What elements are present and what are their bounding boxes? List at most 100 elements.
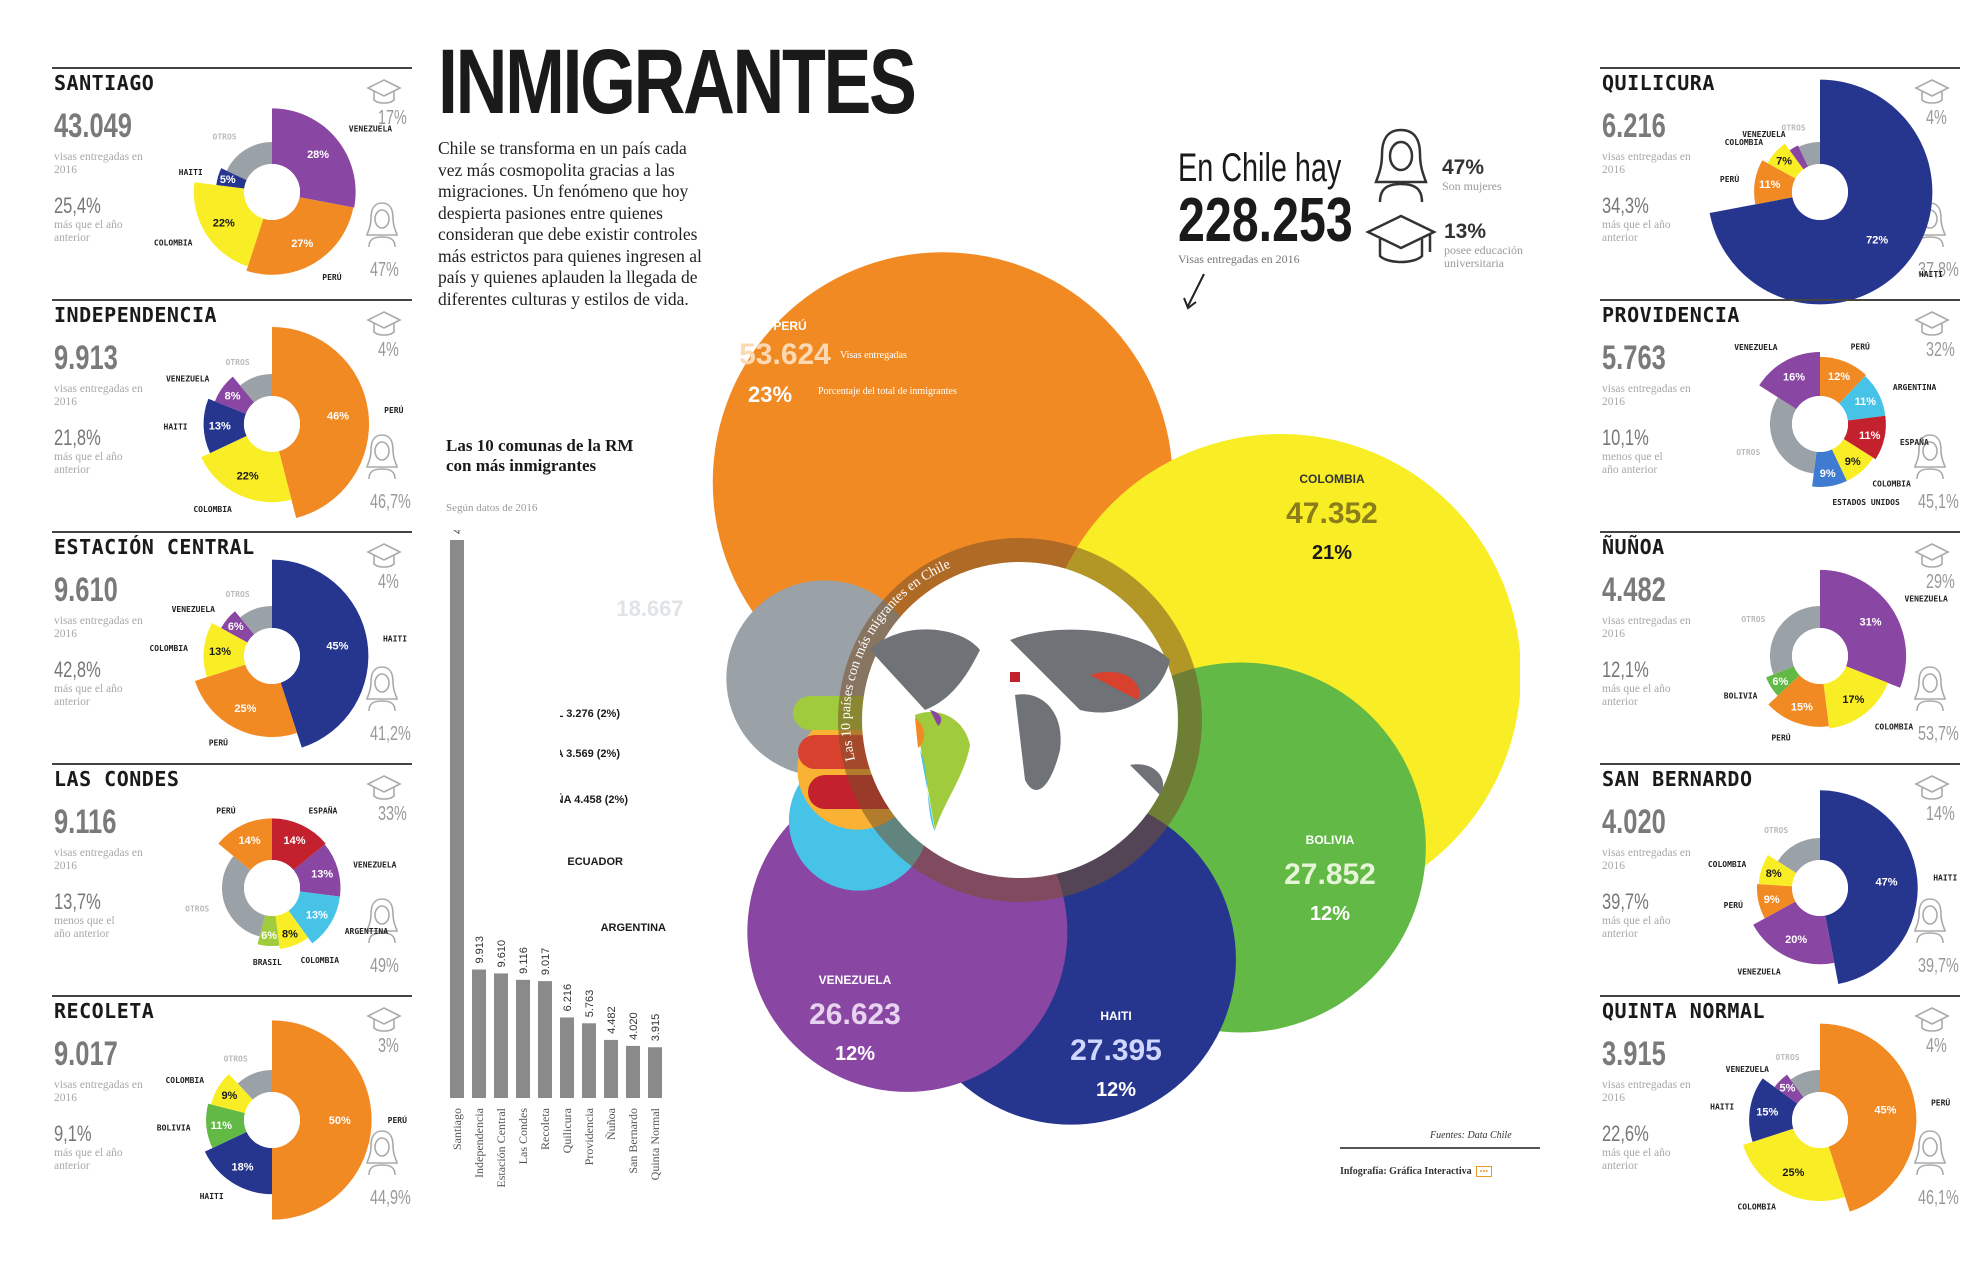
commune-change-label: más que el año anterior [54, 219, 123, 244]
commune-women-pct: 46,1% [1918, 1187, 1959, 1209]
commune-change: 12,1% [1602, 657, 1649, 682]
woman-icon [1913, 1130, 1947, 1176]
pie-slice-label: PERÚ [1771, 732, 1790, 743]
card-divider [52, 763, 412, 765]
commune-women-pct: 49% [370, 955, 399, 977]
pie-slice [272, 1020, 372, 1220]
pie-hole [244, 1092, 300, 1148]
commune-card: RECOLETA 9.017 visas entregadas en 2016 9,1… [52, 995, 412, 1220]
graduation-cap-icon [366, 543, 402, 568]
pie-slice-pct: 9% [1820, 468, 1836, 480]
pie-slice [1820, 1023, 1917, 1212]
commune-change-label: más que el año anterior [54, 683, 123, 708]
bar-category-9: Quinta Normal [648, 1107, 662, 1180]
graduation-cap-icon [1914, 1007, 1950, 1032]
bar-category-2: Estación Central [494, 1107, 508, 1187]
pie-slice-pct: 5% [220, 174, 236, 186]
peru-value: 53.624 [739, 338, 831, 371]
pie-slice-pct: 45% [1874, 1105, 1896, 1117]
pie-hole [244, 628, 300, 684]
pie-slice [293, 844, 341, 897]
commune-university-pct: 29% [1926, 571, 1955, 593]
commune-name: QUILICURA [1602, 71, 1715, 95]
pie-slice-pct: 45% [326, 641, 348, 653]
ecuador-pct: 3% [671, 856, 689, 870]
commune-change: 9,1% [54, 1121, 92, 1146]
pie-slice [288, 891, 340, 944]
pie-slice-label: OTROS [1782, 124, 1806, 133]
pie-slice-pct: 72% [1866, 234, 1888, 246]
china-label: CHINA 3.569 (2%) [560, 748, 620, 760]
card-divider [1600, 67, 1960, 69]
pie-slice-label: OTROS [224, 1055, 248, 1064]
pie-slice [1749, 1078, 1798, 1142]
pie-slice-label: BRASIL [253, 958, 282, 967]
pie-slice-label: VENEZUELA [172, 605, 216, 614]
pie-slice [1831, 439, 1874, 482]
commune-name: ÑUÑOA [1602, 535, 1665, 559]
bar-category-1: Independencia [472, 1107, 486, 1178]
pie-slice [1766, 666, 1800, 696]
commune-university-pct: 4% [1926, 107, 1947, 129]
pie-slice-label: OTROS [185, 904, 209, 913]
university-pct: 13% [1444, 220, 1487, 243]
pie-slice-label: VENEZUELA [349, 124, 393, 133]
bolivia-value: 27.852 [1284, 858, 1376, 891]
commune-university-pct: 14% [1926, 803, 1955, 825]
commune-card: SANTIAGO 43.049 visas entregadas en 2016 25… [52, 67, 412, 292]
commune-change-label: más que el año anterior [54, 1147, 123, 1172]
commune-change: 22,6% [1602, 1121, 1649, 1146]
commune-name: SAN BERNARDO [1602, 767, 1753, 791]
pie-slice-pct: 6% [228, 621, 244, 633]
credit-text: Infografía: Gráfica Interactiva ••• [1340, 1166, 1493, 1177]
card-divider [1600, 299, 1960, 301]
pie-slice-label: COLOMBIA [149, 644, 188, 653]
peru-pct: 23% [748, 382, 792, 407]
pie-slice-label: BOLIVIA [1724, 692, 1758, 701]
commune-visas-label: visas entregadas en 2016 [1602, 847, 1691, 872]
total-box: En Chile hay 228.253 Visas entregadas en… [1178, 146, 1405, 267]
commune-visas: 9.017 [54, 1035, 118, 1073]
bar-8 [626, 1045, 640, 1098]
commune-change: 39,7% [1602, 889, 1649, 914]
commune-university-pct: 4% [1926, 1035, 1947, 1057]
pie-slice-label: COLOMBIA [301, 956, 340, 965]
total-sub: Visas entregadas en 2016 [1178, 252, 1300, 266]
commune-visas-label: visas entregadas en 2016 [54, 847, 143, 872]
pie-slice-pct: 14% [283, 835, 305, 847]
pie-slice-label: PERÚ [1931, 1096, 1950, 1107]
pie-slice-pct: 25% [1782, 1167, 1804, 1179]
pie-slice-label: ARGENTINA [345, 927, 389, 936]
pie-slice [1759, 352, 1820, 409]
colombia-name: COLOMBIA [1299, 472, 1365, 486]
commune-card: ÑUÑOA 4.482 visas entregadas en 2016 12,1% m… [1600, 531, 1960, 756]
commune-women-pct: 53,7% [1918, 723, 1959, 745]
venezuela-pct: 12% [835, 1043, 875, 1065]
commune-visas-label: visas entregadas en 2016 [1602, 1079, 1691, 1104]
bar-category-8: San Bernardo [626, 1108, 640, 1174]
pie-slice [221, 611, 255, 643]
pie-slice-label: HAITI [383, 634, 407, 643]
bar-value-0: 43.049 [452, 530, 464, 534]
pie-hole [244, 860, 300, 916]
pie-slice-pct: 9% [221, 1090, 237, 1102]
pie-slice [1758, 855, 1797, 887]
graduation-cap-icon [366, 79, 402, 104]
bar-7 [604, 1039, 618, 1098]
pie-slice [218, 818, 272, 871]
woman-icon [1913, 666, 1947, 712]
argentina-value: 8.176 [692, 890, 747, 915]
pie-slice-pct: 11% [1859, 430, 1881, 442]
commune-change-label: más que el año anterior [1602, 915, 1671, 940]
pie-slice [1839, 375, 1886, 421]
commune-visas-label: visas entregadas en 2016 [54, 151, 143, 176]
commune-women-pct: 46,7% [370, 491, 411, 513]
pie-slice [1753, 901, 1835, 965]
credit-label: Infografía: Gráfica Interactiva [1340, 1166, 1472, 1177]
pie-slice-pct: 8% [225, 390, 241, 402]
pie-slice [1768, 675, 1829, 727]
bar-value-3: 9.116 [518, 947, 530, 974]
pie-slice-pct: 9% [1845, 456, 1861, 468]
commune-card: PROVIDENCIA 5.763 visas entregadas en 2016… [1600, 299, 1960, 524]
commune-name: QUINTA NORMAL [1602, 999, 1766, 1023]
